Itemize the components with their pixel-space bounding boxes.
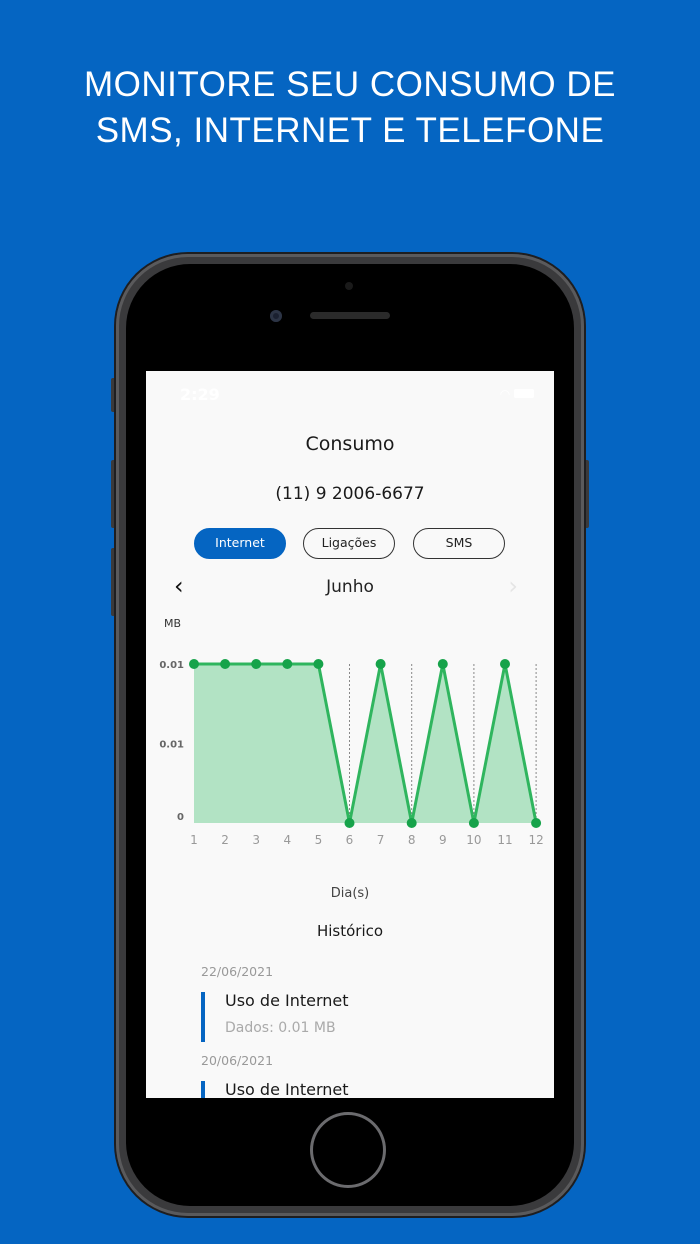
history-detail: Dados: 0.01 MB: [225, 1020, 336, 1036]
data-point: [375, 659, 386, 669]
status-icons: ◠: [500, 387, 534, 401]
x-tick-label: 12: [528, 833, 543, 847]
camera-icon: [270, 310, 282, 322]
history-date: 20/06/2021: [201, 1053, 274, 1068]
y-tick-label: 0: [177, 812, 184, 823]
tab-internet[interactable]: Internet: [194, 528, 286, 559]
wifi-icon: ◠: [499, 387, 511, 401]
series-line: [194, 662, 538, 824]
history-accent-bar: [201, 992, 205, 1042]
phone-power-button: [584, 460, 589, 528]
app-screen: 2:29 ◠ Consumo (11) 9 2006-6677 Internet…: [146, 371, 554, 1098]
x-tick-label: 5: [315, 833, 323, 847]
phone-sensor: [345, 282, 353, 290]
data-point: [468, 818, 479, 828]
data-point: [282, 659, 293, 669]
x-tick-label: 6: [346, 833, 354, 847]
chevron-right-icon[interactable]: ›: [508, 572, 518, 600]
phone-number: (11) 9 2006-6677: [275, 484, 425, 504]
x-tick-label: 8: [408, 833, 416, 847]
x-tick-label: 7: [377, 833, 385, 847]
consumption-chart: MB 0.010.010 1 2 3 4 5 6 7 8 9 10 11 12: [159, 617, 543, 847]
status-time: 2:29: [180, 385, 220, 404]
headline-line-1: MONITORE SEU CONSUMO DE: [83, 65, 616, 104]
data-point: [189, 659, 199, 669]
y-tick-label: 0.01: [159, 740, 184, 751]
x-axis-label: Dia(s): [330, 886, 370, 901]
history-name: Uso de Internet: [225, 991, 349, 1010]
data-point: [251, 659, 262, 669]
x-tick-label: 4: [283, 833, 291, 847]
data-point: [313, 659, 324, 669]
x-tick-label: 1: [190, 833, 198, 847]
data-point: [406, 818, 417, 828]
chevron-left-icon[interactable]: ‹: [174, 572, 184, 600]
phone-mute-switch: [111, 378, 116, 412]
phone-speaker: [310, 312, 390, 319]
headline-line-2: SMS, INTERNET E TELEFONE: [95, 111, 605, 150]
x-tick-label: 3: [252, 833, 260, 847]
y-tick-label: 0.01: [159, 660, 184, 671]
phone-volume-down: [111, 548, 116, 616]
data-point: [531, 818, 542, 828]
history-date: 22/06/2021: [201, 964, 274, 979]
x-tick-label: 9: [439, 833, 447, 847]
history-title: Histórico: [316, 922, 384, 940]
x-tick-label: 2: [221, 833, 229, 847]
phone-volume-up: [111, 460, 116, 528]
page-title: Consumo: [305, 433, 395, 455]
data-point: [437, 659, 448, 669]
history-accent-bar: [201, 1081, 205, 1098]
home-button[interactable]: [313, 1115, 383, 1185]
history-name: Uso de Internet: [225, 1080, 349, 1098]
tab-sms[interactable]: SMS: [413, 528, 505, 559]
data-point: [500, 659, 510, 669]
battery-icon: [514, 389, 534, 398]
data-point: [220, 659, 231, 669]
headline: MONITORE SEU CONSUMO DE SMS, INTERNET E …: [0, 62, 700, 154]
tab-ligacoes[interactable]: Ligações: [303, 528, 395, 559]
data-point: [344, 818, 355, 828]
y-axis-unit: MB: [164, 617, 181, 630]
x-tick-label: 10: [466, 833, 481, 847]
x-tick-label: 11: [497, 833, 512, 847]
month-label: Junho: [326, 577, 374, 597]
